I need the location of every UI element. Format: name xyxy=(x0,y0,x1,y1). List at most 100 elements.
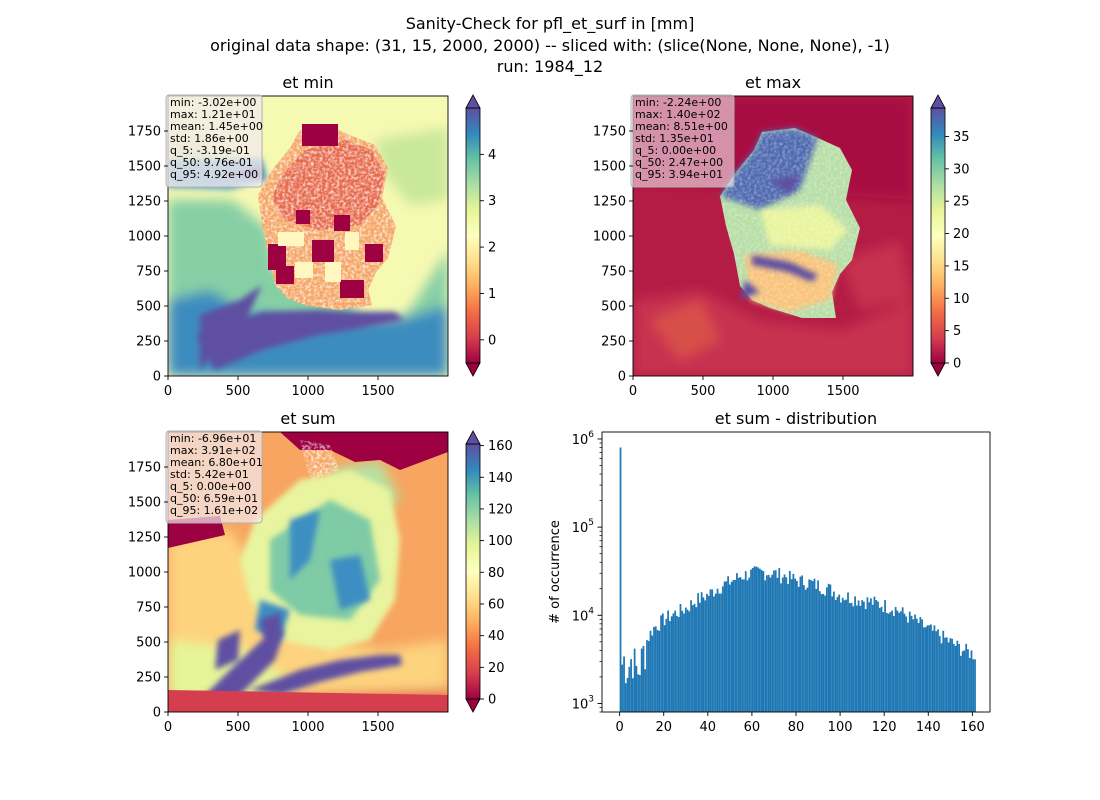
histogram-bar xyxy=(968,657,971,712)
histogram-bar xyxy=(767,574,770,712)
histogram-bar xyxy=(868,602,871,712)
histogram-bar xyxy=(970,650,973,712)
histogram-bar xyxy=(695,607,698,712)
histogram-bar xyxy=(944,637,946,712)
histogram-bar xyxy=(781,577,784,712)
histogram-bar xyxy=(863,601,865,712)
x-tick-label: 140 xyxy=(916,720,941,735)
histogram-bar xyxy=(834,600,837,712)
x-tick-label: 0 xyxy=(164,384,172,399)
histogram-bar xyxy=(947,642,950,712)
panel-title: et min xyxy=(282,73,333,92)
histogram-bar xyxy=(945,637,948,712)
histogram-bar xyxy=(751,568,754,712)
histogram-bar xyxy=(817,580,819,712)
histogram-bar xyxy=(935,631,938,712)
histogram-bar xyxy=(847,592,849,712)
histogram-bar xyxy=(699,602,701,712)
histogram-bar xyxy=(924,627,927,712)
histogram-bar xyxy=(778,568,781,712)
histogram-bar xyxy=(956,640,959,712)
histogram-bar xyxy=(866,597,869,712)
heatmap-image xyxy=(168,432,448,712)
x-tick-label: 120 xyxy=(872,720,897,735)
y-tick-label: 250 xyxy=(136,335,161,350)
axes-ticks: 0 500 1000 1500 0 250 500 750 1000 1250 1500 1750 xyxy=(593,125,860,400)
histogram-bar xyxy=(801,575,804,712)
histogram-bar xyxy=(827,583,830,712)
histogram-bar xyxy=(954,645,957,712)
histogram-bar xyxy=(732,579,735,712)
histogram-bar xyxy=(741,579,744,712)
histogram-bar xyxy=(621,664,624,712)
histogram-bar xyxy=(630,659,632,712)
histogram-bar xyxy=(764,580,767,712)
histogram-bar xyxy=(640,648,643,712)
x-tick-label: 500 xyxy=(226,720,251,735)
histogram-bar xyxy=(714,593,717,712)
colorbar-tick-label: 60 xyxy=(488,597,505,612)
stats-line: q_50: 9.76e-01 xyxy=(170,156,253,169)
histogram-bar xyxy=(730,581,733,712)
title-line-1: Sanity-Check for pfl_et_surf in [mm] xyxy=(406,14,695,34)
histogram-bar xyxy=(914,614,916,712)
histogram-bar xyxy=(746,580,749,712)
y-tick-label: 250 xyxy=(136,671,161,686)
histogram-bar xyxy=(788,570,791,712)
histogram-bar xyxy=(917,623,920,712)
histogram-bar xyxy=(660,615,662,712)
histogram-bar xyxy=(894,607,897,712)
colorbar-tick-label: 100 xyxy=(488,534,513,549)
x-tick-label: 0 xyxy=(164,720,172,735)
y-tick-label: 1000 xyxy=(128,230,161,245)
histogram-bar xyxy=(933,625,936,712)
histogram-bar xyxy=(773,570,775,712)
y-tick-label: 750 xyxy=(136,601,161,616)
histogram-bar xyxy=(674,610,677,712)
histogram-bar xyxy=(691,605,694,712)
x-tick-label: 0 xyxy=(629,384,637,399)
histogram-bar xyxy=(619,447,622,712)
colorbar-tick-label: 3 xyxy=(488,194,496,209)
histogram-bar xyxy=(677,617,680,712)
histogram-bar xyxy=(704,600,707,712)
stats-line: max: 1.40e+02 xyxy=(635,108,721,121)
stats-line: min: -3.02e+00 xyxy=(170,96,256,109)
histogram-bar xyxy=(681,610,684,712)
histogram-bar xyxy=(820,594,823,712)
histogram-bar xyxy=(776,577,779,712)
histogram-bar xyxy=(804,589,807,712)
colorbar-tick-label: 2 xyxy=(488,241,496,256)
histogram-bar xyxy=(736,573,738,712)
histogram-bar xyxy=(753,566,756,712)
histogram-bar xyxy=(709,589,712,712)
histogram-bar xyxy=(825,587,828,712)
colorbar-tick-label: 120 xyxy=(488,502,513,517)
histogram-bar xyxy=(829,584,832,712)
x-tick-label: 1500 xyxy=(361,384,394,399)
stats-line: std: 5.42e+01 xyxy=(170,468,249,481)
stats-line: q_5: 0.00e+00 xyxy=(635,144,716,157)
histogram-bar xyxy=(815,588,818,712)
colorbar-tick-label: 0 xyxy=(953,357,961,372)
histogram-bar xyxy=(915,618,918,712)
histogram-bar xyxy=(706,593,708,712)
histogram-bar xyxy=(831,596,834,712)
y-tick-label: 0 xyxy=(153,706,161,721)
histogram-bar xyxy=(799,576,802,712)
y-tick-label: 1000 xyxy=(128,566,161,581)
histogram-bar xyxy=(884,600,886,712)
histogram-bar xyxy=(949,638,952,712)
stats-line: min: -6.96e+01 xyxy=(170,432,256,445)
histogram-bar xyxy=(873,596,876,712)
y-tick-label: 1500 xyxy=(593,160,626,175)
histogram-bar xyxy=(686,609,689,712)
stats-line: mean: 1.45e+00 xyxy=(170,120,263,133)
x-tick-label: 1000 xyxy=(291,384,324,399)
histogram-bar xyxy=(896,610,899,712)
histogram-bar xyxy=(665,618,668,712)
histogram-bar xyxy=(649,630,652,712)
histogram-bar xyxy=(797,586,800,712)
